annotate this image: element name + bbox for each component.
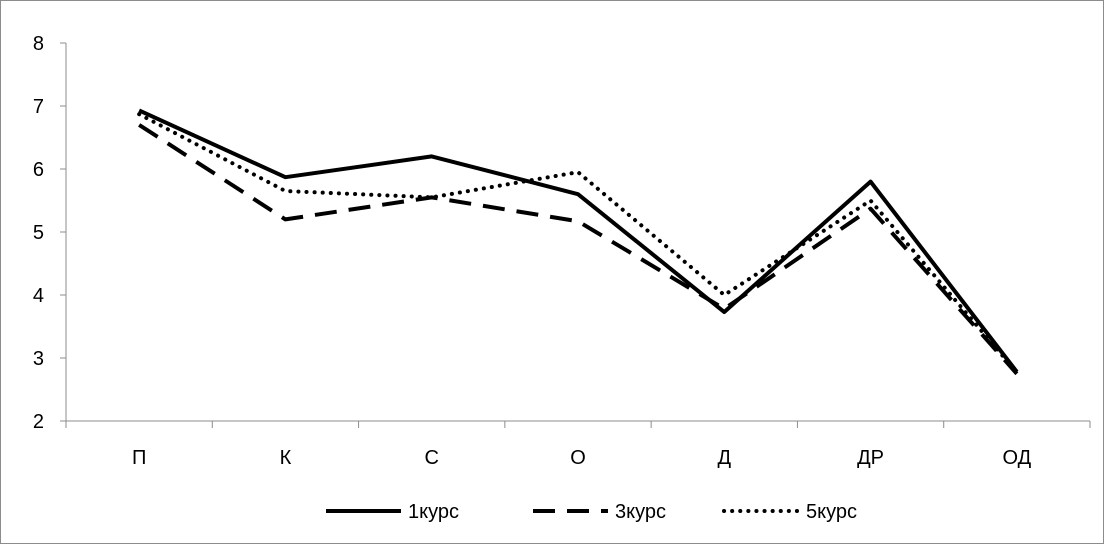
x-tick-label: ОД — [1003, 447, 1032, 469]
x-tick-label: К — [280, 447, 292, 469]
y-tick-label: 3 — [33, 348, 44, 370]
legend: 1курс 3курс 5курс — [326, 501, 857, 523]
y-axis: 2 3 4 5 6 7 8 — [33, 33, 67, 433]
y-tick-label: 6 — [33, 159, 44, 181]
y-tick-label: 5 — [33, 222, 44, 244]
y-tick-label: 4 — [33, 285, 44, 307]
x-axis: П К С О Д ДР ОД — [65, 420, 1091, 469]
series-line-2 — [138, 123, 1019, 376]
series-line-1 — [138, 108, 1019, 374]
x-tick-label: Д — [718, 447, 732, 469]
series-line-3 — [137, 112, 1019, 375]
y-tick-label: 2 — [33, 411, 44, 433]
series-lines — [137, 108, 1019, 376]
legend-label-1: 1курс — [408, 501, 459, 523]
legend-label-3: 5курс — [806, 501, 857, 523]
y-tick-label: 8 — [33, 33, 44, 55]
x-tick-label: С — [424, 447, 438, 469]
y-tick-label: 7 — [33, 96, 44, 118]
x-tick-label: О — [570, 447, 586, 469]
legend-label-2: 3курс — [615, 501, 666, 523]
x-tick-label: П — [132, 447, 146, 469]
x-tick-label: ДР — [857, 447, 884, 469]
